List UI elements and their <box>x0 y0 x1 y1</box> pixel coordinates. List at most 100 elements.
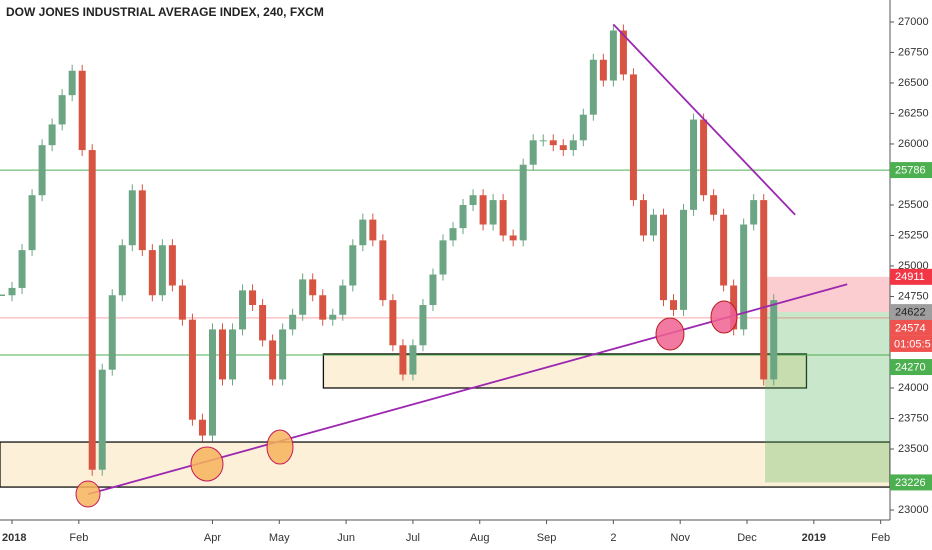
candle-body <box>760 200 768 380</box>
candle-body <box>108 295 116 370</box>
price-label: 24574 <box>895 322 926 334</box>
candle-body <box>399 345 407 375</box>
trendline <box>612 23 796 216</box>
candle-body <box>639 200 647 236</box>
price-label-box <box>890 304 932 321</box>
candle-body <box>279 329 287 380</box>
candle-body <box>58 95 66 125</box>
price-label: 24270 <box>895 361 926 373</box>
x-tick-label: Jul <box>406 532 420 544</box>
candle-body <box>599 59 607 81</box>
candle-body <box>329 314 337 320</box>
candle-body <box>289 314 297 330</box>
candle-body <box>138 190 146 251</box>
candle-body <box>178 285 186 320</box>
candle-body <box>659 214 667 301</box>
candle-body <box>519 164 527 241</box>
candle-body <box>98 369 106 470</box>
circle <box>655 317 685 351</box>
price-label: 24911 <box>895 271 925 283</box>
circle <box>75 480 101 508</box>
y-tick-label: 26250 <box>898 107 929 119</box>
candle-body <box>389 300 397 346</box>
stop-area <box>765 276 890 313</box>
candle-body <box>339 285 347 315</box>
candle-body <box>88 150 96 470</box>
x-tick-label: 2019 <box>802 532 826 544</box>
candle-body <box>349 245 357 286</box>
candle-body <box>229 329 237 380</box>
candle-body <box>18 250 26 288</box>
y-tick-label: 25250 <box>898 229 929 241</box>
x-tick-label: Dec <box>737 532 757 544</box>
y-tick-label: 24750 <box>898 290 929 302</box>
candle-body <box>38 145 46 196</box>
candle-body <box>740 224 748 330</box>
candle-body <box>168 245 176 286</box>
highlight-circles <box>75 300 738 508</box>
candle-body <box>198 419 206 436</box>
price-label: 25786 <box>895 164 926 176</box>
candle-body <box>68 70 76 96</box>
candle-body <box>148 250 156 296</box>
candle-body <box>319 295 327 320</box>
candle-body <box>78 70 86 151</box>
candle-body <box>359 219 367 246</box>
price-label-box <box>890 162 932 179</box>
candle-body <box>208 329 216 436</box>
y-tick-label: 26750 <box>898 46 929 58</box>
candle-body <box>710 195 718 215</box>
candle-body <box>629 74 637 201</box>
circle <box>710 300 738 334</box>
candle-body <box>549 140 557 146</box>
x-tick-label: Nov <box>670 532 690 544</box>
y-tick-label: 23750 <box>898 412 929 424</box>
x-tick-label: Jun <box>337 532 355 544</box>
candle-body <box>680 209 688 310</box>
candle-body <box>369 219 377 241</box>
x-tick-label: Feb <box>871 532 890 544</box>
y-tick-label: 24000 <box>898 382 929 394</box>
candle-body <box>459 204 467 229</box>
candle-body <box>188 319 196 420</box>
candle-body <box>419 305 427 346</box>
price-label: 24622 <box>895 307 926 319</box>
axis-labels: 2700026750265002625026000255002525025000… <box>2 16 932 544</box>
zones <box>0 276 891 488</box>
circle <box>190 446 224 482</box>
candle-body <box>579 114 587 141</box>
price-label: 23226 <box>895 477 926 489</box>
price-label-box <box>890 268 932 285</box>
candle-body <box>649 214 657 236</box>
candle-body <box>239 290 247 330</box>
support-zone <box>0 441 891 488</box>
candle-body <box>489 200 497 225</box>
x-tick-label: 2 <box>610 532 616 544</box>
candle-body <box>269 340 277 380</box>
candle-body <box>299 279 307 315</box>
candle-body <box>429 274 437 306</box>
candle-body <box>259 305 267 341</box>
y-tick-label: 27000 <box>898 16 929 28</box>
candle-body <box>309 279 317 296</box>
y-tick-label: 23000 <box>898 504 929 516</box>
candle-body <box>559 145 567 151</box>
target-area <box>765 312 890 483</box>
candle-body <box>690 119 698 210</box>
y-tick-label: 26500 <box>898 77 929 89</box>
candle-body <box>439 240 447 275</box>
candle-body <box>8 287 16 296</box>
candle-body <box>670 300 678 310</box>
x-tick-label: Aug <box>470 532 490 544</box>
x-tick-label: 2018 <box>2 532 26 544</box>
candle-body <box>499 200 507 236</box>
x-tick-label: Sep <box>537 532 557 544</box>
x-tick-label: Feb <box>69 532 88 544</box>
y-tick-label: 26000 <box>898 138 929 150</box>
candles <box>0 24 778 476</box>
x-tick-label: Apr <box>204 532 221 544</box>
candle-body <box>609 30 617 81</box>
countdown-box <box>890 335 932 352</box>
